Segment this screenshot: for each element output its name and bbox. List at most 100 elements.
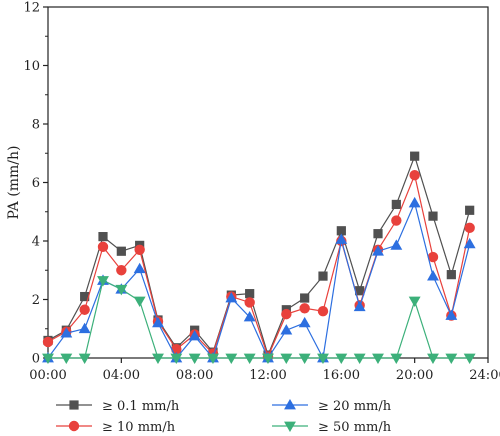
data-point	[317, 306, 329, 317]
data-point	[299, 303, 310, 314]
data-point	[78, 353, 91, 365]
legend: ≥ 0.1 mm/h ≥ 10 mm/h ≥ 20 mm/h ≥ 50 mm/h	[56, 398, 392, 435]
data-point	[280, 353, 293, 365]
legend-entry: ≥ 0.1 mm/h	[56, 399, 180, 414]
data-point	[98, 232, 108, 242]
series-3	[42, 196, 476, 363]
data-point	[97, 241, 109, 253]
data-point	[170, 353, 183, 365]
legend-label: ≥ 20 mm/h	[318, 399, 392, 414]
x-tick-label: 04:00	[103, 368, 140, 383]
legend-entry: ≥ 20 mm/h	[272, 398, 392, 414]
data-point	[463, 353, 476, 365]
data-point	[353, 300, 366, 312]
data-point	[116, 265, 127, 276]
y-tick-label: 2	[32, 293, 40, 308]
x-tick-label: 16:00	[323, 368, 360, 383]
data-point	[353, 353, 366, 365]
data-point	[245, 289, 255, 299]
data-point	[298, 316, 311, 328]
data-point	[60, 327, 73, 338]
data-point	[335, 233, 348, 244]
data-point	[225, 353, 238, 365]
legend-label: ≥ 0.1 mm/h	[102, 399, 180, 414]
data-point	[225, 291, 238, 303]
data-point	[298, 353, 311, 365]
data-point	[445, 309, 458, 320]
data-point	[446, 270, 456, 280]
series-4	[42, 276, 476, 365]
legend-marker	[69, 400, 79, 410]
data-point	[133, 262, 146, 274]
data-point	[408, 196, 421, 208]
data-point	[445, 353, 458, 365]
data-point	[409, 169, 420, 181]
data-point	[116, 246, 126, 256]
y-axis: 0 2 4 6 8 10 12	[23, 1, 48, 367]
series-line	[48, 279, 470, 359]
data-point	[262, 353, 274, 365]
data-point	[372, 245, 384, 256]
x-tick-label: 20:00	[396, 368, 433, 383]
series-line	[47, 201, 471, 360]
data-point	[42, 353, 54, 365]
data-point	[373, 229, 383, 239]
data-point	[427, 353, 439, 365]
y-axis-title: PA (mm/h)	[6, 146, 22, 220]
y-tick-label: 4	[32, 235, 40, 250]
plot-frame	[47, 6, 489, 359]
data-point	[42, 336, 54, 348]
data-point	[428, 211, 438, 221]
data-point	[463, 237, 476, 249]
legend-marker	[68, 420, 80, 432]
data-point	[410, 151, 420, 161]
x-tick-label: 08:00	[176, 368, 213, 383]
data-point	[427, 270, 439, 281]
series-line	[47, 173, 471, 359]
data-point	[390, 353, 403, 365]
data-point	[188, 353, 201, 365]
legend-marker	[284, 421, 296, 433]
data-point	[243, 353, 256, 365]
data-point	[281, 308, 292, 320]
data-point	[244, 297, 255, 308]
x-tick-label: 12:00	[249, 368, 286, 383]
y-tick-label: 12	[23, 1, 40, 16]
legend-label: ≥ 50 mm/h	[318, 420, 392, 435]
data-point	[464, 222, 475, 234]
series-layer	[42, 151, 476, 365]
legend-entry: ≥ 10 mm/h	[56, 420, 176, 435]
data-point	[243, 310, 256, 322]
data-point	[300, 293, 310, 303]
data-point	[60, 353, 73, 365]
data-point	[188, 330, 201, 341]
x-axis: 00:00 04:00 08:00 12:00 16:00 20:00 24:00	[29, 358, 500, 383]
y-tick-label: 0	[32, 352, 40, 367]
data-point	[335, 353, 348, 365]
y-tick-label: 10	[23, 59, 40, 74]
data-point	[207, 353, 219, 365]
legend-entry: ≥ 50 mm/h	[272, 420, 392, 435]
plot-border	[47, 6, 489, 359]
legend-marker	[284, 398, 296, 410]
data-point	[280, 324, 293, 335]
x-tick-label: 24:00	[469, 368, 500, 383]
data-point	[78, 322, 91, 334]
data-point	[115, 284, 128, 296]
data-point	[391, 199, 401, 210]
y-tick-label: 8	[32, 118, 40, 133]
data-point	[152, 353, 164, 365]
y-tick-label: 6	[32, 176, 40, 191]
data-point	[390, 239, 403, 250]
x-tick-label: 00:00	[29, 368, 66, 383]
data-point	[317, 353, 329, 365]
data-point	[318, 271, 328, 281]
data-point	[133, 296, 146, 308]
legend-label: ≥ 10 mm/h	[102, 420, 176, 435]
data-point	[152, 316, 164, 328]
data-point	[391, 215, 402, 226]
series-2	[42, 169, 475, 362]
data-point	[134, 244, 145, 255]
data-point	[465, 205, 475, 215]
